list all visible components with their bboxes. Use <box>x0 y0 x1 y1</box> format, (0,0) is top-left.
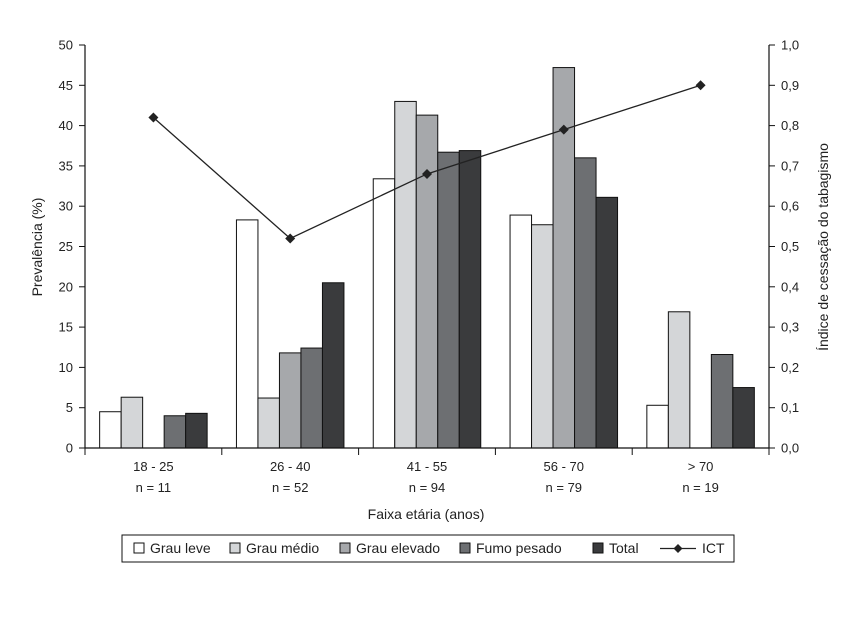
y-tick-label: 40 <box>59 118 73 133</box>
y-tick-label: 0 <box>66 441 73 456</box>
legend-swatch <box>592 542 604 554</box>
x-tick-sublabel: n = 19 <box>682 480 719 495</box>
y2-tick-label: 0,7 <box>781 158 799 173</box>
x-tick-sublabel: n = 79 <box>546 480 583 495</box>
y2-tick-label: 0,6 <box>781 199 799 214</box>
y-tick-label: 15 <box>59 320 73 335</box>
y-tick-label: 10 <box>59 360 73 375</box>
bar <box>732 387 755 449</box>
legend-box <box>121 534 735 563</box>
bar <box>257 397 280 449</box>
y-tick-label: 30 <box>59 199 73 214</box>
legend-label: Grau elevado <box>356 540 440 556</box>
bar <box>458 150 482 449</box>
bar <box>300 347 323 449</box>
x-axis-title: Faixa etária (anos) <box>368 506 485 522</box>
legend-label: Fumo pesado <box>476 540 562 556</box>
bar <box>120 396 144 449</box>
ict-point <box>285 233 296 244</box>
y2-axis-title: Índice de cessação do tabagismo <box>815 143 831 351</box>
bar <box>509 214 533 449</box>
y2-tick-label: 1,0 <box>781 38 799 53</box>
y2-tick-label: 0,8 <box>781 118 799 133</box>
legend-label: Total <box>609 540 639 556</box>
bar <box>574 157 597 449</box>
bar <box>235 219 259 449</box>
y-tick-label: 35 <box>59 158 73 173</box>
legend-label: Grau médio <box>246 540 319 556</box>
bar <box>667 311 691 449</box>
ict-point <box>695 80 706 91</box>
bar <box>710 354 734 449</box>
bar <box>595 196 619 449</box>
y2-tick-label: 0,0 <box>781 441 799 456</box>
x-tick-label: 18 - 25 <box>133 459 173 474</box>
ict-point <box>148 112 159 123</box>
y-tick-label: 45 <box>59 78 73 93</box>
y-tick-label: 50 <box>59 38 73 53</box>
bar <box>372 178 396 449</box>
bar <box>185 412 208 449</box>
y2-tick-label: 0,2 <box>781 360 799 375</box>
ict-line-layer <box>148 80 706 244</box>
legend-swatch <box>339 542 351 554</box>
y-axis-title: Prevalência (%) <box>29 198 45 297</box>
bar <box>394 100 417 449</box>
y2-tick-label: 0,1 <box>781 400 799 415</box>
y2-tick-label: 0,3 <box>781 320 799 335</box>
ict-point <box>558 124 569 135</box>
legend-ict-marker <box>673 544 683 553</box>
bar <box>415 114 439 449</box>
x-tick-sublabel: n = 52 <box>272 480 309 495</box>
bars-layer <box>99 67 755 449</box>
x-tick-sublabel: n = 94 <box>409 480 446 495</box>
bar <box>163 415 187 449</box>
x-tick-sublabel: n = 11 <box>136 480 172 495</box>
y-tick-label: 5 <box>66 400 73 415</box>
bar <box>321 282 345 449</box>
bar <box>99 411 122 449</box>
bar <box>531 224 554 449</box>
x-tick-label: > 70 <box>688 459 714 474</box>
y2-tick-label: 0,5 <box>781 239 799 254</box>
bar <box>437 151 460 449</box>
bar <box>278 352 302 449</box>
legend-label: Grau leve <box>150 540 211 556</box>
legend-swatch <box>133 542 145 554</box>
y-tick-label: 25 <box>59 239 73 254</box>
ict-point <box>422 168 432 179</box>
y2-tick-label: 0,4 <box>781 279 799 294</box>
legend-label: ICT <box>702 540 725 556</box>
legend-swatch <box>229 542 241 554</box>
legend: Grau leve Grau médio Grau elevado Fumo pesa… <box>121 534 735 563</box>
legend-swatch <box>459 542 471 554</box>
y2-tick-label: 0,9 <box>781 78 799 93</box>
axes-layer: 0 5 10 15 20 25 30 35 40 45 50 0,0 0,1 0,2 0,3 0,4 0,5 0,… <box>59 38 800 496</box>
bar <box>646 404 669 449</box>
x-tick-label: 41 - 55 <box>407 459 447 474</box>
x-tick-label: 26 - 40 <box>270 459 310 474</box>
x-tick-label: 56 - 70 <box>544 459 584 474</box>
y-tick-label: 20 <box>59 279 73 294</box>
